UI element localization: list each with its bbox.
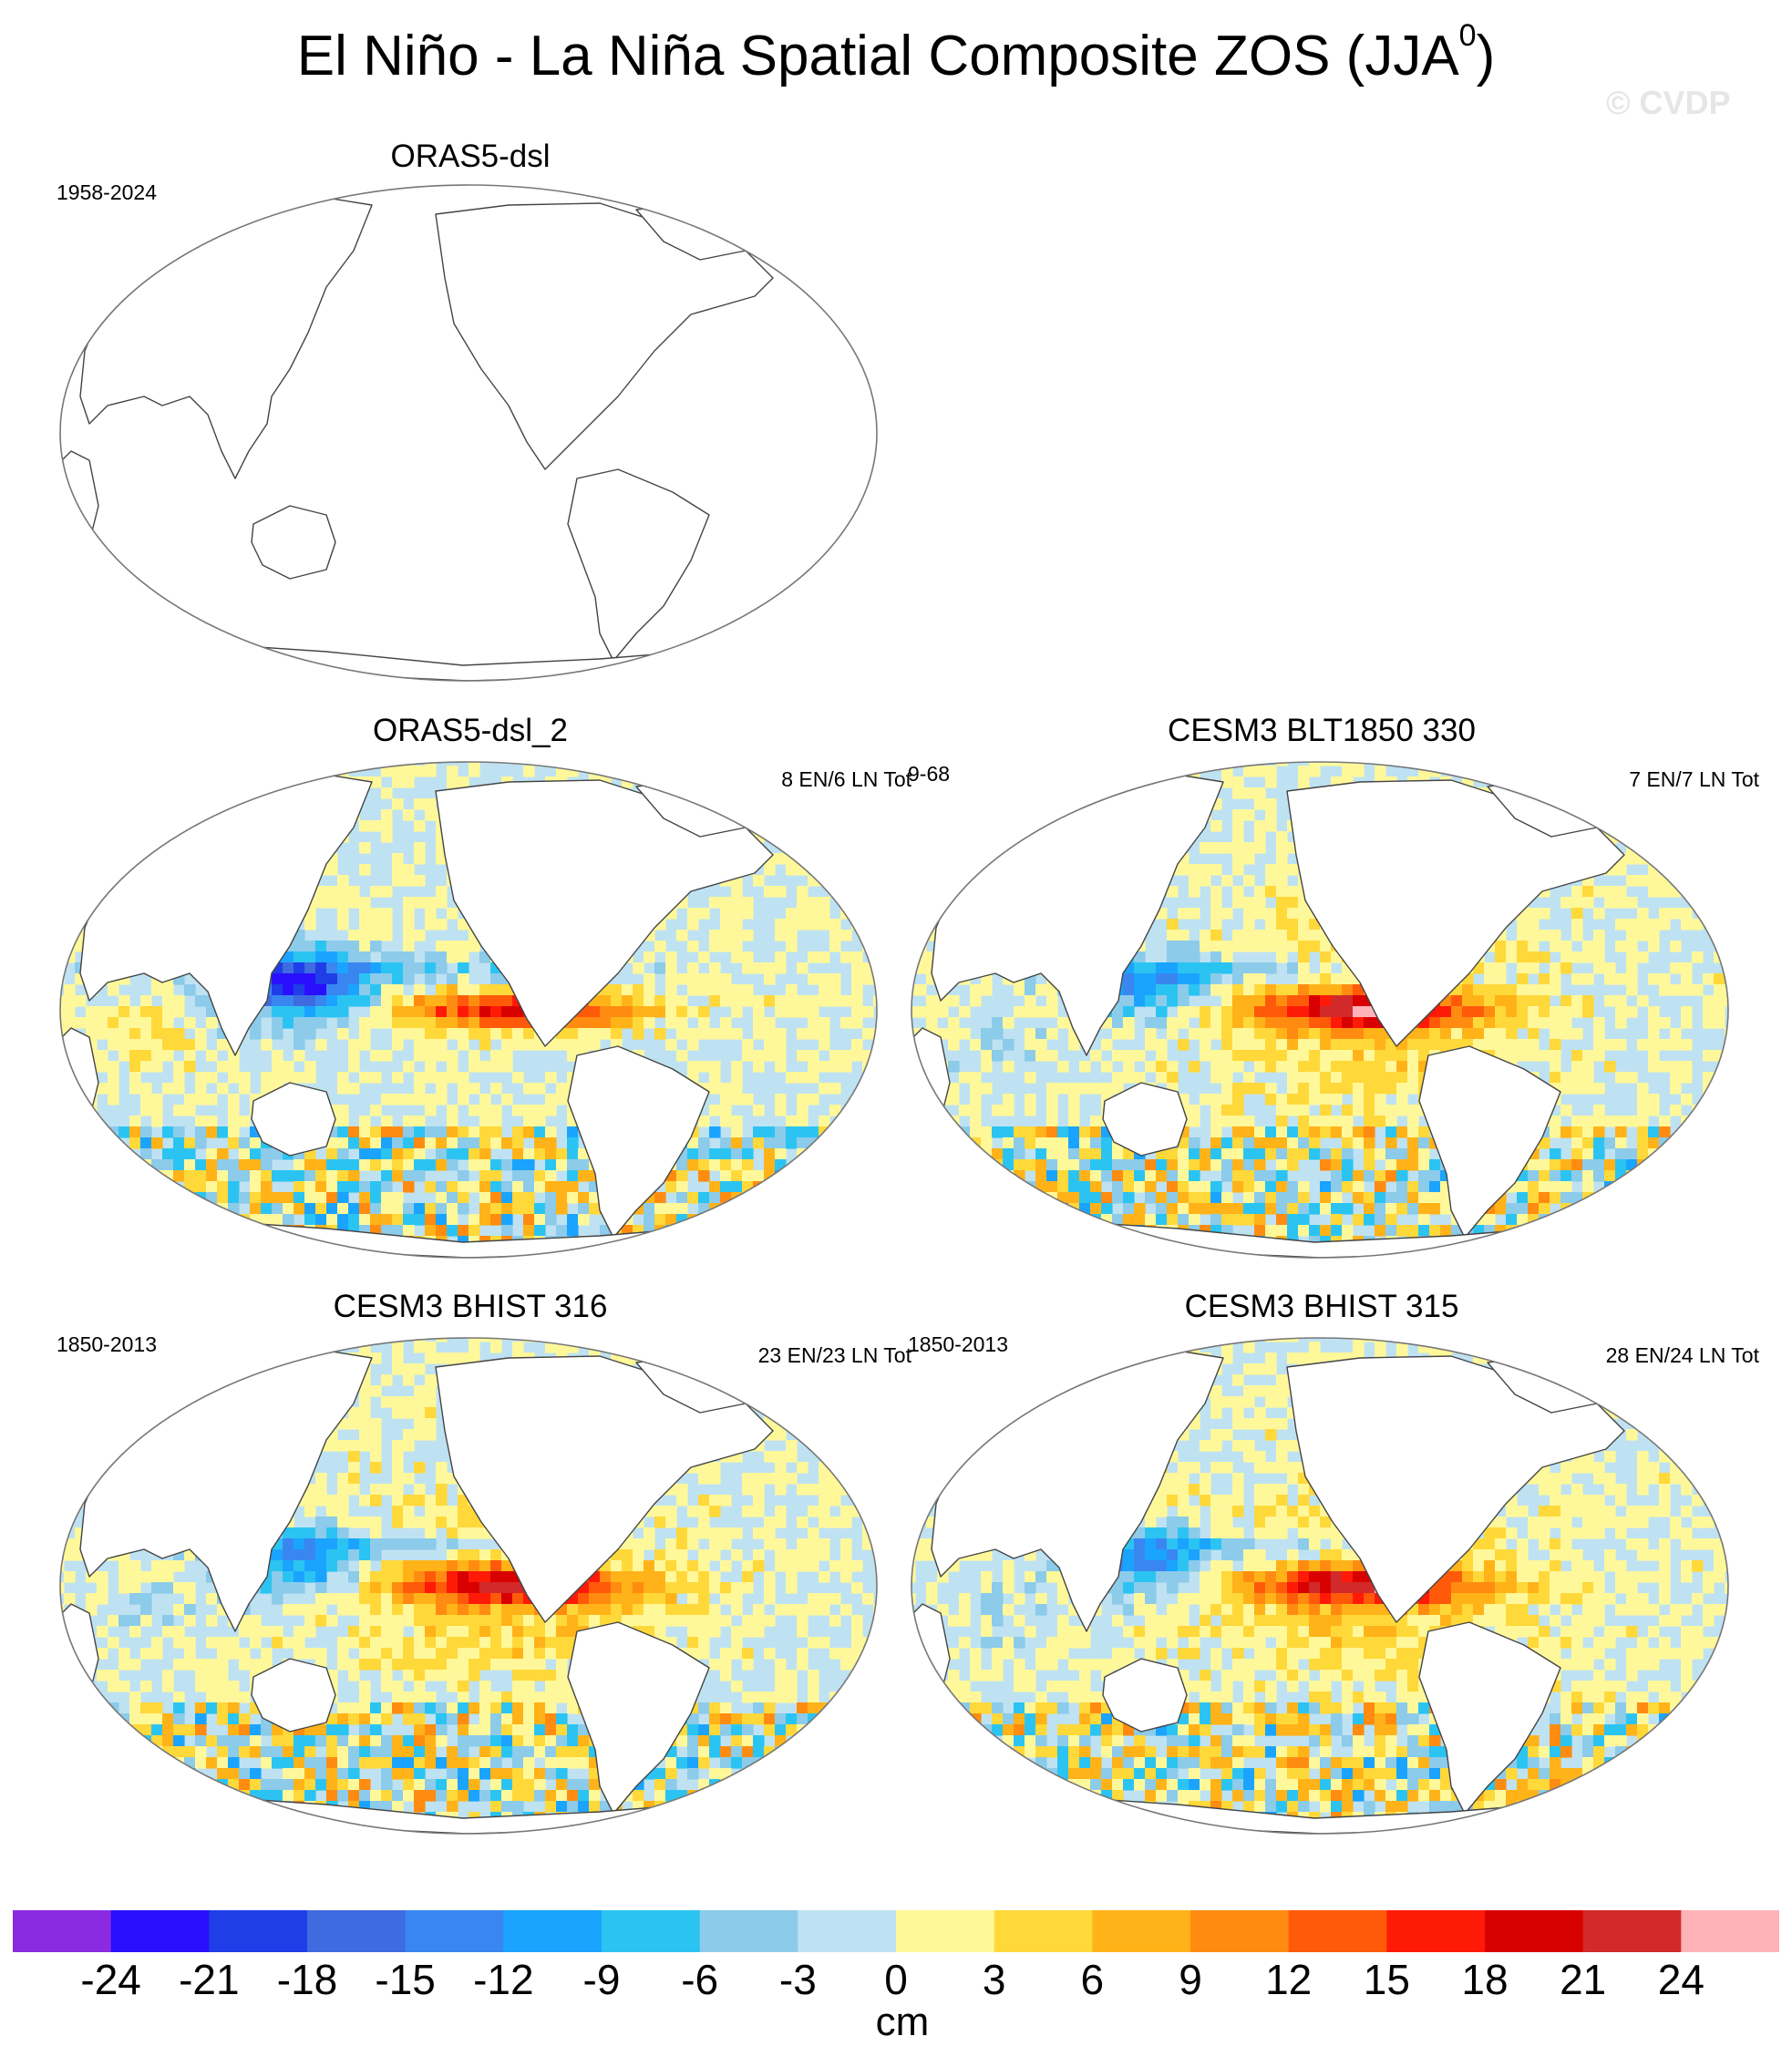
panel-counts-5: 28 EN/24 LN Tot	[1605, 1343, 1759, 1367]
panel-title-5: CESM3 BHIST 315	[1184, 1289, 1459, 1324]
panel-counts-2: 8 EN/6 LN Tot	[781, 767, 911, 791]
continent-africa	[911, 1603, 951, 1733]
map-panel-5	[911, 1337, 1729, 1835]
colorbar-tick-label: -15	[375, 1956, 436, 2003]
colorbar-tick-label: 0	[884, 1956, 908, 2003]
colorbar-swatch-15	[1485, 1910, 1584, 1952]
map-border	[911, 761, 1729, 1259]
land-outlines	[60, 197, 783, 681]
colorbar-tick-label: 12	[1265, 1956, 1313, 2003]
panel-period-5: 1850-2013	[908, 1332, 1008, 1356]
map-panel-1	[59, 184, 878, 682]
colorbar-tick-label: 18	[1461, 1956, 1509, 2003]
continent-africa	[60, 1603, 99, 1733]
continent-australia	[1102, 1658, 1188, 1733]
figure-title: El Niño - La Niña Spatial Composite ZOS …	[0, 20, 1792, 93]
colorbar-tick-label: -9	[582, 1956, 621, 2003]
colorbar-swatch-14	[1386, 1910, 1486, 1952]
colorbar-swatch-0	[13, 1910, 112, 1952]
map-border	[59, 761, 878, 1259]
continent-samerica	[567, 1621, 710, 1815]
colorbar-tick-label: -6	[681, 1956, 719, 2003]
map-border	[59, 1337, 878, 1835]
colorbar-swatch-11	[1092, 1910, 1191, 1952]
continent-samerica	[567, 468, 710, 662]
map-panel-4	[59, 1337, 878, 1835]
continent-africa	[60, 450, 99, 580]
colorbar-tick-label: -24	[80, 1956, 141, 2003]
colorbar-tick-label: -12	[473, 1956, 534, 2003]
panel-period-2: 9-68	[908, 762, 951, 786]
panel-title-4: CESM3 BHIST 316	[333, 1289, 608, 1324]
colorbar-tick-label: 9	[1179, 1956, 1202, 2003]
colorbar-swatch-2	[209, 1910, 308, 1952]
colorbar-swatch-1	[110, 1910, 210, 1952]
colorbar-swatch-9	[896, 1910, 995, 1952]
colorbar-swatch-3	[307, 1910, 407, 1952]
map-field	[60, 1338, 877, 1834]
colorbar-tick-label: 24	[1657, 1956, 1704, 2003]
colorbar-swatch-8	[798, 1910, 897, 1952]
colorbar-swatch-4	[405, 1910, 504, 1952]
map-field	[60, 197, 783, 681]
continent-africa	[60, 1027, 99, 1157]
panel-period-1: 1958-2024	[57, 180, 157, 204]
map-border	[911, 1337, 1729, 1835]
colorbar-swatch-7	[699, 1910, 798, 1952]
panel-title-1: ORAS5-dsl	[390, 139, 551, 174]
colorbar-swatch-17	[1681, 1910, 1779, 1952]
panel-title-2: ORAS5-dsl_2	[373, 713, 568, 748]
colorbar-tick-label: -18	[276, 1956, 338, 2003]
map-field	[911, 1338, 1728, 1834]
colorbar-tick-label: -21	[179, 1956, 240, 2003]
land-outlines	[911, 774, 1634, 1258]
continent-samerica	[1418, 1621, 1561, 1815]
colorbar-tick-label: 3	[982, 1956, 1006, 2003]
continent-antarctic	[189, 642, 783, 681]
panel-title-3: CESM3 BLT1850 330	[1168, 713, 1476, 748]
map-panel-2	[59, 761, 878, 1259]
colorbar-swatch-13	[1288, 1910, 1387, 1952]
colorbar-tick-label: 21	[1560, 1956, 1607, 2003]
continent-australia	[251, 1082, 336, 1157]
continent-australia	[251, 1658, 336, 1733]
colorbar	[13, 1910, 1779, 1952]
map-border	[59, 184, 878, 682]
continent-samerica	[1418, 1045, 1561, 1239]
colorbar-swatch-6	[602, 1910, 701, 1952]
figure-title-text: El Niño - La Niña Spatial Composite ZOS …	[296, 25, 1459, 87]
continent-africa	[911, 1027, 951, 1157]
colorbar-swatch-10	[994, 1910, 1093, 1952]
colorbar-tick-label: -3	[778, 1956, 817, 2003]
continent-samerica	[567, 1045, 710, 1239]
colorbar-tick-label: 15	[1363, 1956, 1410, 2003]
continent-australia	[1102, 1082, 1188, 1157]
colorbar-units: cm	[875, 2000, 930, 2044]
colorbar-swatch-16	[1582, 1910, 1682, 1952]
map-field	[60, 762, 877, 1258]
panel-period-4: 1850-2013	[57, 1332, 157, 1356]
continent-australia	[251, 505, 336, 580]
continent-asia	[79, 197, 373, 479]
map-field	[911, 762, 1728, 1258]
map-panel-3	[911, 761, 1729, 1259]
figure-title-superscript: 0	[1458, 18, 1477, 53]
panel-counts-3: 7 EN/7 LN Tot	[1629, 767, 1759, 791]
colorbar-swatch-5	[503, 1910, 602, 1952]
panel-counts-4: 23 EN/23 LN Tot	[757, 1343, 911, 1367]
watermark: © CVDP	[1606, 84, 1731, 121]
colorbar-tick-label: 6	[1080, 1956, 1105, 2003]
colorbar-swatch-12	[1190, 1910, 1290, 1952]
figure-title-close: )	[1476, 25, 1496, 87]
